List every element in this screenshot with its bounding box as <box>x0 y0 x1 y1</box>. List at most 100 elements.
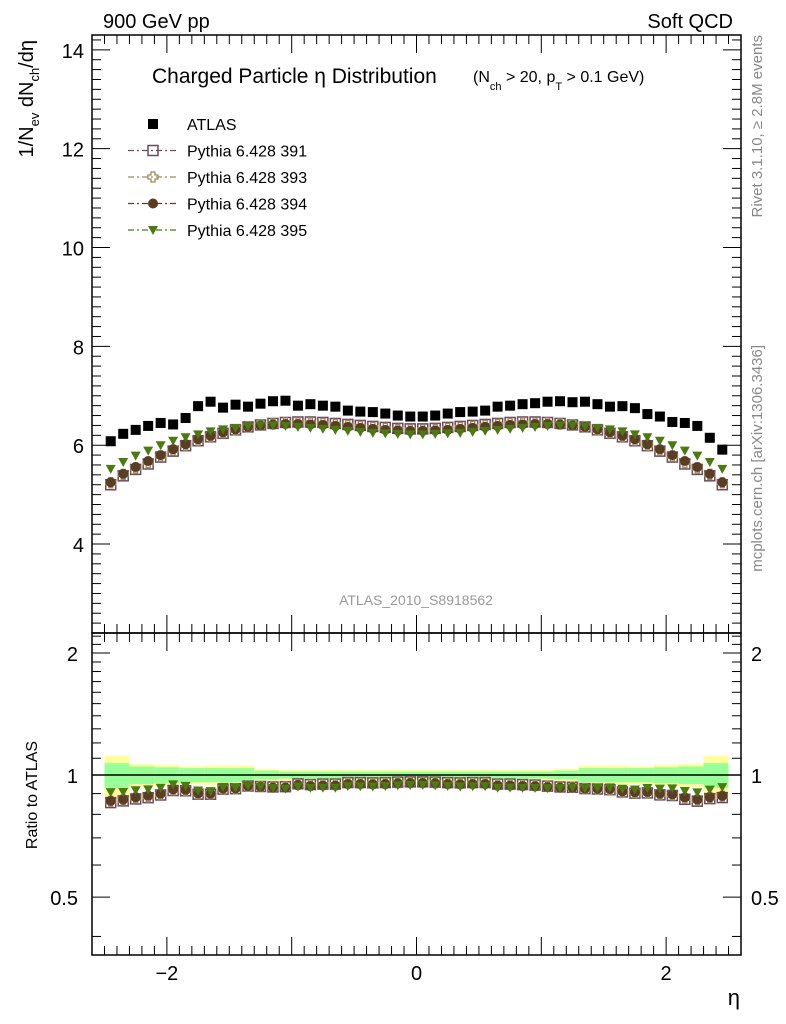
data-point <box>604 425 615 435</box>
data-point <box>168 419 179 430</box>
x-tick-label: 2 <box>661 963 672 985</box>
ratio-point <box>455 782 466 792</box>
data-point <box>317 400 328 411</box>
series-pythia-6-428-391 <box>104 416 729 491</box>
ratio-point <box>255 782 266 792</box>
x-tick-label: −2 <box>155 963 178 985</box>
data-point <box>255 421 266 431</box>
ratio-point <box>654 784 665 794</box>
ratio-point <box>105 795 116 806</box>
data-point <box>442 408 453 419</box>
legend-marker <box>147 171 159 183</box>
data-point <box>342 405 353 416</box>
data-point <box>617 401 628 412</box>
data-point <box>118 468 129 479</box>
ratio-point <box>392 781 403 791</box>
data-point <box>130 451 141 461</box>
ratio-point <box>330 783 341 793</box>
ratio-y-tick-label-right: 0.5 <box>751 888 779 910</box>
data-point <box>168 436 179 446</box>
y-tick-label: 12 <box>62 140 84 162</box>
data-point <box>292 422 303 432</box>
data-point <box>143 456 154 467</box>
data-point <box>105 436 116 447</box>
main-data-series <box>104 395 729 491</box>
data-point <box>267 421 278 431</box>
rivet-version-label: Rivet 3.1.10, ≥ 2.8M events <box>749 35 766 218</box>
ratio-data-series <box>104 776 729 809</box>
data-point <box>555 396 566 407</box>
data-point <box>405 430 416 440</box>
ratio-point <box>118 794 129 805</box>
data-point <box>629 430 640 440</box>
data-point <box>517 423 528 433</box>
main-y-axis-label: 1/Nev dNch/dη <box>16 40 42 158</box>
ratio-point <box>692 788 703 798</box>
data-point <box>218 402 229 413</box>
data-point <box>517 399 528 410</box>
series-pythia-6-428-394 <box>105 418 728 488</box>
data-point <box>392 410 403 421</box>
data-point <box>168 444 179 455</box>
data-point <box>542 396 553 407</box>
ratio-point <box>155 783 166 793</box>
ratio-point <box>579 784 590 794</box>
header-process-label: 900 GeV pp <box>103 11 210 33</box>
legend-entry: Pythia 6.428 395 <box>187 223 307 240</box>
data-point <box>667 450 678 461</box>
data-point <box>243 401 254 412</box>
data-point <box>617 427 628 437</box>
ratio-point <box>704 785 715 795</box>
ratio-point <box>642 784 653 794</box>
legend-marker <box>147 144 159 157</box>
data-point <box>467 427 478 437</box>
data-point <box>205 396 216 407</box>
data-point <box>255 398 266 409</box>
ratio-point <box>143 790 154 801</box>
data-point <box>704 458 715 468</box>
data-point <box>480 426 491 436</box>
ratio-y-axis-label: Ratio to ATLAS <box>24 741 41 849</box>
ratio-point <box>704 792 715 803</box>
ratio-point <box>442 781 453 791</box>
data-point <box>654 411 665 422</box>
y-tick-label: 6 <box>73 436 84 458</box>
legend-entry: ATLAS <box>187 117 237 134</box>
ratio-point <box>492 783 503 793</box>
ratio-point <box>629 785 640 795</box>
ratio-point <box>342 782 353 792</box>
data-point <box>692 451 703 461</box>
data-point <box>405 411 416 422</box>
legend-marker <box>148 119 158 129</box>
data-point <box>579 422 590 432</box>
data-point <box>717 464 728 474</box>
ratio-point <box>317 783 328 793</box>
ratio-point <box>667 784 678 794</box>
ratio-point <box>717 783 728 793</box>
ratio-point <box>467 782 478 792</box>
x-tick-label: 0 <box>411 963 422 985</box>
data-point <box>155 450 166 461</box>
data-point <box>380 429 391 439</box>
data-point <box>467 406 478 417</box>
ratio-point <box>692 794 703 805</box>
data-point <box>180 413 191 424</box>
data-point <box>455 407 466 418</box>
x-axis-label: η <box>728 985 740 1010</box>
data-point <box>280 421 291 431</box>
ratio-point <box>380 781 391 791</box>
data-point <box>579 396 590 407</box>
ratio-point <box>367 782 378 792</box>
y-tick-label: 14 <box>62 41 84 63</box>
ratio-point <box>355 782 366 792</box>
data-point <box>530 398 541 409</box>
data-point <box>417 411 428 422</box>
data-point <box>118 458 129 468</box>
ratio-point <box>143 785 154 795</box>
data-point <box>155 417 166 428</box>
data-point <box>392 429 403 439</box>
ratio-y-tick-label-right: 2 <box>751 644 762 666</box>
ratio-point <box>118 787 129 797</box>
